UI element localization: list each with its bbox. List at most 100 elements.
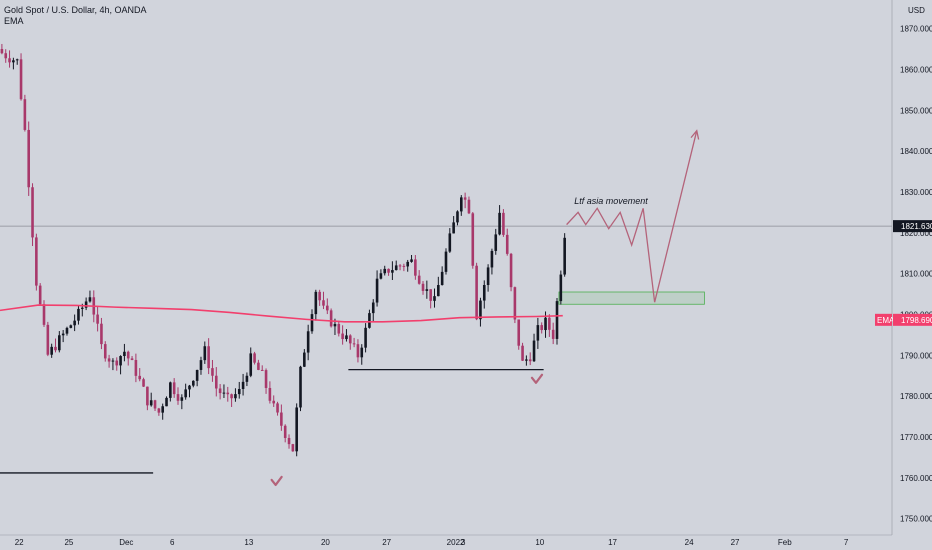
candle-body xyxy=(498,212,501,235)
candle-body xyxy=(417,275,421,284)
time-tick-label: 13 xyxy=(244,538,253,547)
annotation-label: Ltf asia movement xyxy=(574,196,648,206)
candle-body xyxy=(448,233,452,252)
candle-body xyxy=(486,267,490,286)
price-tick-label: 1820.000 xyxy=(900,229,932,238)
candle-body xyxy=(58,335,61,351)
price-tick-label: 1760.000 xyxy=(900,474,932,483)
candle-body xyxy=(555,301,559,339)
time-tick-label: 24 xyxy=(685,538,694,547)
price-tick-label: 1860.000 xyxy=(900,65,932,74)
candle-body xyxy=(146,386,149,406)
candle-body xyxy=(348,335,352,344)
candle-body xyxy=(509,253,513,288)
candle-body xyxy=(96,314,99,324)
candle-body xyxy=(241,381,245,389)
candle-body xyxy=(479,300,482,320)
projection-path xyxy=(566,130,698,303)
candle-body xyxy=(0,49,4,54)
ema-name-tag-label: EMA xyxy=(877,316,895,325)
price-tick-label: 1770.000 xyxy=(900,433,932,442)
candle-body xyxy=(463,197,467,200)
candle-body xyxy=(184,389,187,398)
candle-body xyxy=(134,359,138,376)
candle-body xyxy=(494,234,498,251)
candle-body xyxy=(50,346,53,355)
candle-body xyxy=(111,360,115,362)
candle-body xyxy=(532,340,536,362)
candle-body xyxy=(272,400,276,404)
candle-body xyxy=(12,60,15,63)
candle-body xyxy=(195,369,199,381)
candle-body xyxy=(306,331,310,353)
drawing-lines-layer xyxy=(0,291,705,474)
candle-body xyxy=(245,375,249,382)
candle-body xyxy=(31,187,34,238)
candle-body xyxy=(283,425,287,438)
candle-body xyxy=(73,320,76,326)
candle-body xyxy=(176,394,180,401)
ema-value-label: 1798.690 xyxy=(901,316,932,325)
chart-title: Gold Spot / U.S. Dollar, 4h, OANDA xyxy=(4,5,147,15)
time-tick-label: 25 xyxy=(64,538,73,547)
candle-body xyxy=(157,408,161,413)
currency-label[interactable]: USD xyxy=(908,6,925,15)
annotation-layer: Ltf asia movement xyxy=(270,129,700,487)
candle-body xyxy=(165,397,168,407)
candle-body xyxy=(299,366,302,408)
candle-body xyxy=(528,359,532,362)
price-tick-label: 1840.000 xyxy=(900,147,932,156)
price-tick-label: 1810.000 xyxy=(900,270,932,279)
candle-body xyxy=(230,394,233,399)
candle-body xyxy=(253,353,256,363)
price-tick-label: 1790.000 xyxy=(900,351,932,360)
price-tick-label: 1750.000 xyxy=(900,515,932,524)
candle-body xyxy=(536,325,540,341)
candle-body xyxy=(310,314,314,332)
candle-body xyxy=(326,305,329,311)
candle-body xyxy=(77,308,80,321)
candle-body xyxy=(341,333,344,340)
candle-body xyxy=(505,234,509,254)
candle-body xyxy=(517,319,521,346)
check-mark-icon xyxy=(270,475,283,487)
time-tick-label: 2022 xyxy=(447,538,465,547)
candle-body xyxy=(291,444,295,452)
time-tick-label: Dec xyxy=(119,538,133,547)
candle-body xyxy=(337,323,341,334)
candle-body xyxy=(80,307,84,309)
time-tick-label: Feb xyxy=(778,538,792,547)
candle-body xyxy=(19,59,23,100)
price-tick-label: 1780.000 xyxy=(900,392,932,401)
candle-body xyxy=(268,387,272,401)
candle-body xyxy=(218,388,222,394)
candle-body xyxy=(130,358,134,360)
candle-body xyxy=(482,285,486,301)
candle-body xyxy=(437,285,440,297)
candle-body xyxy=(375,278,379,303)
candle-body xyxy=(115,360,119,366)
candle-body xyxy=(264,370,268,388)
time-tick-label: 7 xyxy=(844,538,849,547)
projection-arrowhead xyxy=(690,129,700,140)
candle-body xyxy=(8,58,11,63)
candle-body xyxy=(38,285,42,305)
candle-body xyxy=(226,392,230,395)
candle-body xyxy=(314,291,318,315)
candle-body xyxy=(260,369,264,371)
candle-body xyxy=(69,325,73,328)
candle-body xyxy=(119,356,122,366)
candle-body xyxy=(88,297,92,302)
candle-body xyxy=(521,345,524,361)
candle-body xyxy=(345,335,348,340)
candle-body xyxy=(471,213,475,266)
price-tick-label: 1830.000 xyxy=(900,188,932,197)
candle-body xyxy=(387,268,390,273)
candle-body xyxy=(475,265,478,320)
candle-body xyxy=(249,353,253,376)
candle-body xyxy=(452,222,455,234)
time-tick-label: 27 xyxy=(731,538,740,547)
candle-body xyxy=(540,325,543,331)
indicator-name[interactable]: EMA xyxy=(4,16,24,26)
